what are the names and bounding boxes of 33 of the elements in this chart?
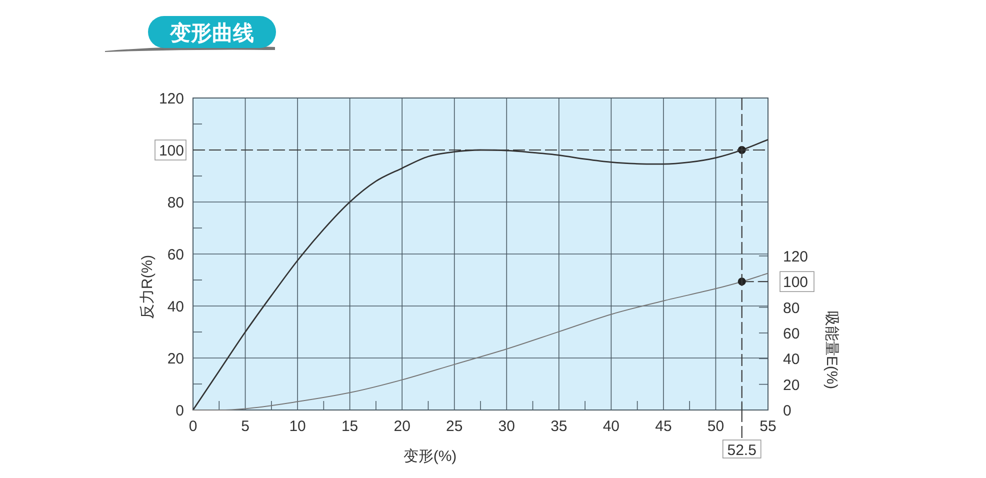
y-tick-label: 0 xyxy=(176,402,184,420)
x-tick-label: 10 xyxy=(289,418,306,435)
y-tick-label: 80 xyxy=(167,194,184,212)
y-tick-label: 60 xyxy=(167,246,184,264)
x-tick-label: 30 xyxy=(498,418,515,435)
y2-tick-label: 80 xyxy=(783,300,800,317)
x-tick-label: 40 xyxy=(602,418,620,435)
y-tick-label: 20 xyxy=(167,350,184,368)
x-tick-label: 35 xyxy=(550,418,568,435)
y-axis-title: 反力R(%) xyxy=(139,254,156,320)
x-tick-label: 25 xyxy=(446,418,463,435)
x-tick-label: 20 xyxy=(394,418,410,435)
y2-axis-title: 吸能量E(%) xyxy=(823,310,840,390)
y-tick-label: 120 xyxy=(158,90,184,108)
y2-tick-label: 20 xyxy=(783,376,800,394)
x-tick-label: 5 xyxy=(241,418,250,435)
y-tick-label: 100 xyxy=(158,142,184,160)
x-tick-label: 55 xyxy=(760,418,776,435)
y2-tick-label: 0 xyxy=(783,402,792,420)
y2-tick-label: 40 xyxy=(783,351,800,368)
y2-tick-label: 100 xyxy=(783,274,808,292)
ref-line-label: 52.5 xyxy=(727,442,756,459)
chart-title: 变形曲线 xyxy=(169,21,254,45)
x-tick-label: 50 xyxy=(707,418,724,435)
x-tick-label: 0 xyxy=(188,418,198,435)
x-tick-label: 45 xyxy=(655,418,672,435)
y2-tick-label: 60 xyxy=(783,325,800,342)
line-series xyxy=(192,138,769,411)
x-tick-label: 15 xyxy=(341,418,358,435)
line-series xyxy=(192,272,768,410)
y2-tick-label: 120 xyxy=(783,248,808,266)
y-tick-label: 40 xyxy=(167,298,184,316)
x-axis-title: 变形(%) xyxy=(403,448,457,465)
